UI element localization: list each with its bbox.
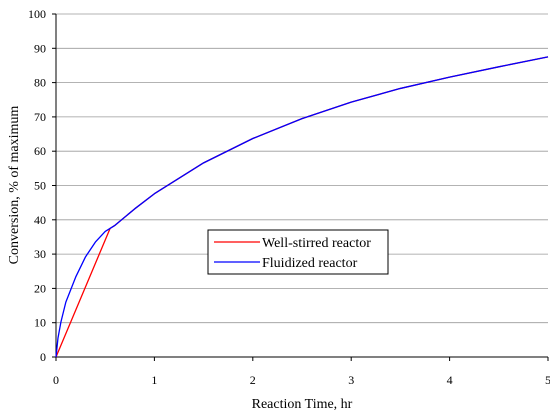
- y-tick-label: 90: [34, 41, 46, 55]
- axes: [52, 13, 549, 361]
- y-tick-label: 60: [34, 144, 46, 158]
- x-axis-title: Reaction Time, hr: [252, 397, 353, 412]
- x-tick-label: 1: [151, 373, 157, 387]
- legend-label-fluidized: Fluidized reactor: [262, 256, 358, 271]
- y-tick-labels: 0 10 20 30 40 50 60 70 80 90 100: [28, 7, 46, 364]
- x-tick-label: 4: [447, 373, 453, 387]
- x-tick-label: 5: [545, 373, 550, 387]
- y-tick-label: 70: [34, 110, 46, 124]
- x-tick-label: 3: [348, 373, 354, 387]
- series-line-fluidized-reactor: [55, 56, 549, 358]
- y-tick-label: 10: [34, 316, 46, 330]
- x-tick-label: 0: [53, 373, 59, 387]
- y-axis-title: Conversion, % of maximum: [7, 106, 22, 265]
- y-tick-label: 50: [34, 179, 46, 193]
- y-tick-label: 20: [34, 281, 46, 295]
- series-lines: [55, 56, 549, 358]
- y-tick-label: 80: [34, 76, 46, 90]
- legend-label-well-stirred: Well-stirred reactor: [262, 236, 371, 251]
- y-tick-label: 40: [34, 213, 46, 227]
- legend: Well-stirred reactor Fluidized reactor: [207, 229, 389, 275]
- x-tick-label: 2: [250, 373, 256, 387]
- y-tick-label: 100: [28, 7, 46, 21]
- x-tick-labels: 0 1 2 3 4 5: [53, 373, 550, 387]
- y-tick-label: 30: [34, 247, 46, 261]
- legend-box: [207, 229, 389, 275]
- y-tick-label: 0: [40, 350, 46, 364]
